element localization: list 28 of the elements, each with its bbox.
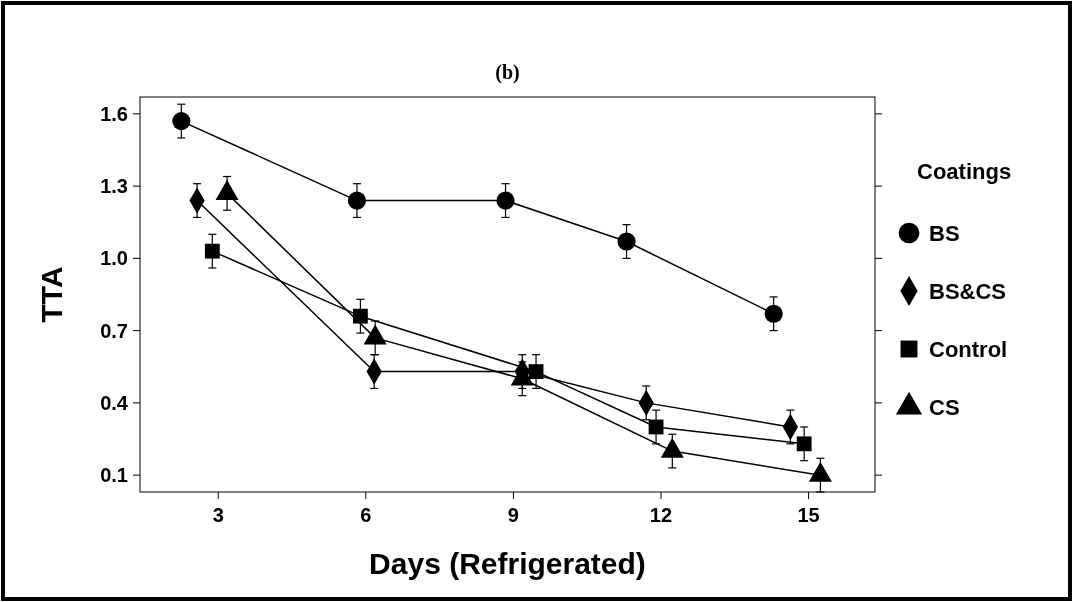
- x-tick-label: 9: [507, 504, 519, 526]
- x-tick-label: 15: [797, 504, 820, 526]
- x-tick-label: 12: [649, 504, 673, 526]
- legend-title: Coatings: [917, 159, 1012, 184]
- y-tick-label: 1.0: [100, 247, 128, 270]
- point: [172, 112, 191, 131]
- y-axis-title: TTA: [35, 266, 68, 323]
- y-tick-label: 1.6: [100, 102, 128, 125]
- point: [496, 191, 515, 210]
- point: [796, 436, 812, 452]
- point: [764, 304, 783, 323]
- legend-label: BS&CS: [929, 279, 1007, 304]
- y-tick-label: 0.7: [100, 319, 128, 342]
- x-tick-label: 3: [212, 504, 224, 526]
- point: [347, 191, 367, 210]
- y-tick-label: 0.4: [100, 391, 129, 414]
- x-tick-label: 6: [360, 504, 372, 526]
- legend-label: CS: [929, 395, 960, 420]
- legend-label: Control: [929, 337, 1008, 362]
- point: [204, 243, 220, 259]
- point: [617, 232, 636, 251]
- y-tick-label: 1.3: [100, 175, 128, 198]
- chart-title: (b): [495, 61, 520, 84]
- x-axis-title: Days (Refrigerated): [369, 547, 646, 580]
- y-tick-label: 0.1: [100, 464, 128, 487]
- point: [352, 308, 368, 324]
- point: [528, 364, 544, 379]
- legend-label: BS: [929, 221, 960, 246]
